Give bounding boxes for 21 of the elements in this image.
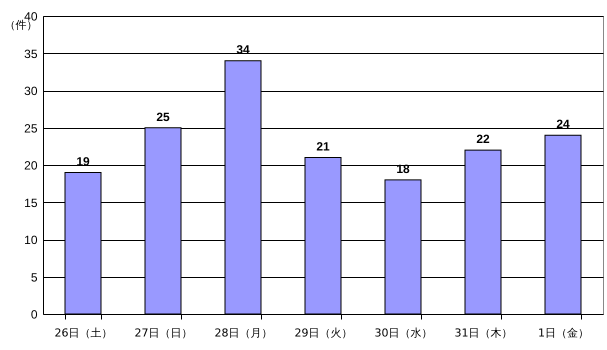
- y-tick-label: 5: [30, 270, 38, 284]
- x-tick-label: 31日（木）: [454, 326, 512, 340]
- x-tick-label: 28日（月）: [214, 326, 272, 340]
- data-label: 24: [556, 117, 570, 132]
- x-tick-label: 27日（日）: [134, 326, 192, 340]
- y-tick-label: 15: [24, 196, 38, 210]
- x-tick-label: 26日（土）: [54, 326, 112, 340]
- data-label: 22: [476, 132, 490, 146]
- x-tick-label: 1日（金）: [538, 326, 589, 340]
- y-tick-label: 25: [24, 121, 38, 136]
- y-tick-label: 20: [24, 158, 38, 172]
- y-tick-label: 10: [24, 233, 38, 247]
- y-tick-label: 30: [24, 84, 38, 98]
- x-tick-label: 30日（水）: [374, 326, 432, 340]
- x-tick-label: 29日（火）: [294, 326, 352, 340]
- data-label: 34: [236, 42, 250, 57]
- y-tick-label: 40: [24, 10, 38, 24]
- data-label: 25: [156, 110, 170, 124]
- y-tick-label: 0: [30, 308, 38, 322]
- data-label: 21: [316, 140, 330, 154]
- y-tick-label: 35: [24, 46, 38, 61]
